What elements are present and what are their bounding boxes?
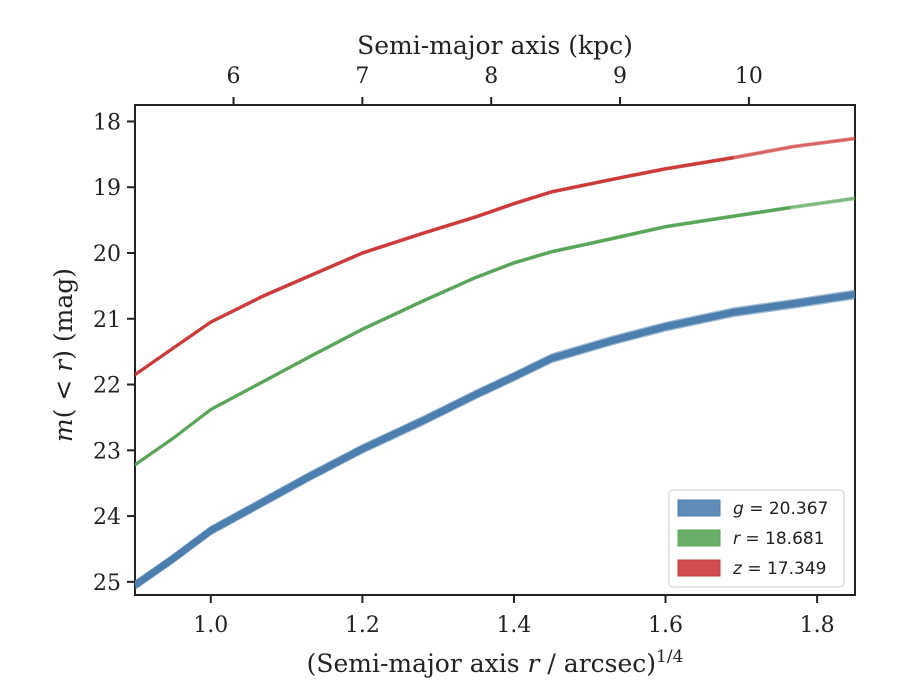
- x-tick-label: 1.6: [648, 613, 683, 638]
- x-axis-title-var: r: [528, 649, 542, 678]
- series-band-r: [135, 196, 855, 467]
- top-axis-title: Semi-major axis (kpc): [357, 31, 633, 60]
- x-axis-title-sup: 1/4: [656, 647, 683, 667]
- series-line-g: [135, 290, 855, 589]
- series-faded-line-r: [135, 197, 855, 466]
- x-axis-title-rest: / arcsec): [539, 649, 656, 678]
- legend-swatch-z: [677, 559, 721, 577]
- bottom-axis: 1.0 1.2 1.4 1.6 1.8: [193, 595, 835, 638]
- series-faded-line-z: [135, 137, 855, 376]
- series-band-z: [135, 136, 855, 377]
- y-axis-title-paren-open: (: [49, 409, 78, 419]
- top-tick-label: 6: [227, 64, 241, 89]
- x-tick-label: 1.8: [800, 613, 835, 638]
- y-tick-label: 22: [93, 374, 121, 399]
- y-axis-title-lt: <: [49, 372, 78, 409]
- legend-label-z: z = 17.349: [732, 559, 826, 579]
- top-axis: 6 7 8 9 10: [227, 64, 763, 105]
- legend: g = 20.367 r = 18.681 z = 17.349: [668, 489, 845, 588]
- y-axis-title-r: r: [49, 358, 78, 372]
- legend-swatch-r: [677, 529, 721, 547]
- x-tick-label: 1.0: [193, 613, 228, 638]
- y-tick-label: 23: [93, 439, 121, 464]
- y-axis-title-paren-close: ): [49, 350, 78, 360]
- series-layer: [135, 136, 855, 591]
- y-tick-label: 24: [93, 505, 121, 530]
- series-line-z: [135, 156, 734, 376]
- y-tick-label: 18: [93, 110, 121, 135]
- plot-frame: [134, 104, 856, 596]
- left-axis: 18 19 20 21 22 23 24 25: [93, 110, 135, 596]
- series-line-r: [135, 205, 791, 467]
- y-axis-title: m( < r) (mag): [49, 268, 78, 442]
- legend-swatch-g: [677, 499, 721, 517]
- y-axis-title-m: m: [49, 418, 78, 442]
- y-tick-label: 19: [93, 176, 121, 201]
- legend-label-r: r = 18.681: [733, 529, 825, 549]
- top-tick-label: 7: [355, 64, 369, 89]
- x-axis-title: (Semi-major axis r / arcsec)1/4: [307, 647, 684, 678]
- top-tick-label: 10: [735, 64, 763, 89]
- x-axis-title-main: (Semi-major axis: [307, 649, 528, 678]
- y-tick-label: 25: [93, 571, 121, 596]
- y-axis-title-unit: (mag): [49, 268, 78, 350]
- y-tick-label: 21: [93, 308, 121, 333]
- top-tick-label: 8: [484, 64, 498, 89]
- x-tick-label: 1.4: [496, 613, 531, 638]
- legend-label-g: g = 20.367: [733, 499, 828, 519]
- y-tick-label: 20: [93, 242, 121, 267]
- top-tick-label: 9: [613, 64, 627, 89]
- x-tick-label: 1.2: [345, 613, 380, 638]
